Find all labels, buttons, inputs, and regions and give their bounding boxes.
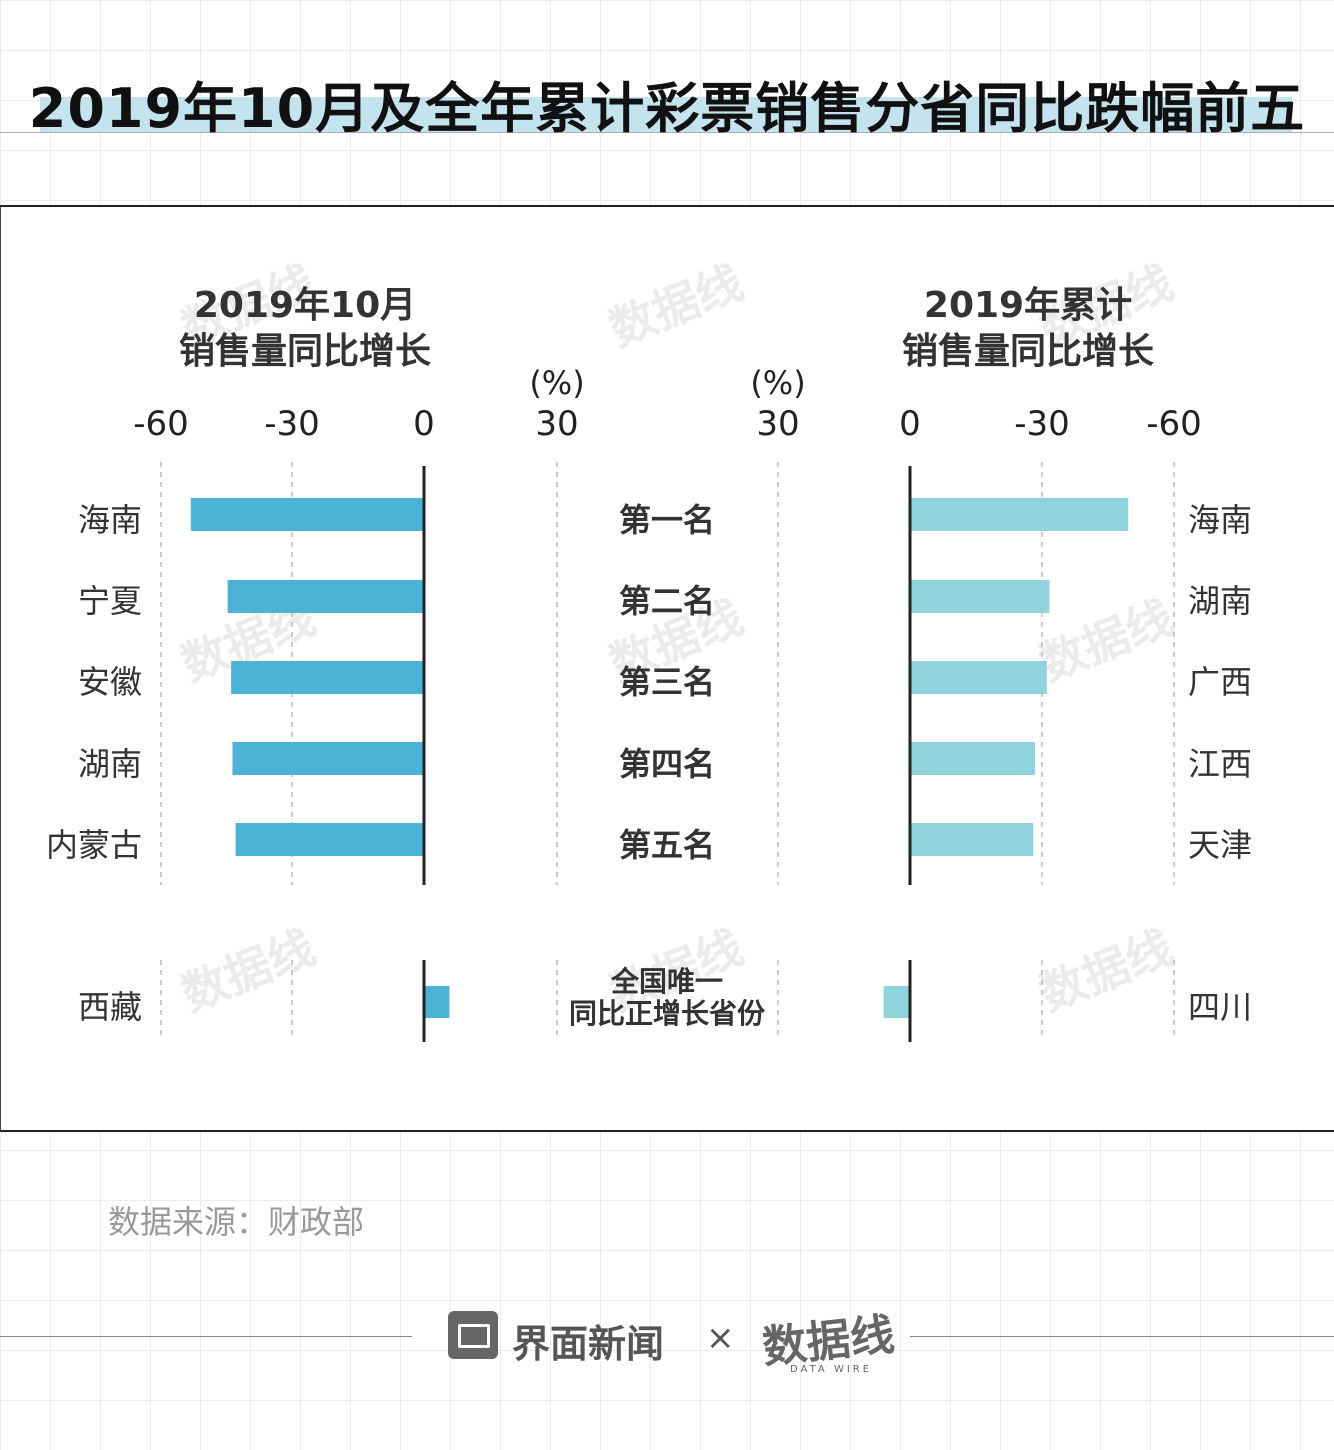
left-tick-label: 0	[413, 404, 435, 444]
left-tick-label: -30	[264, 404, 320, 444]
right-extra-category-label: 四川	[1188, 988, 1253, 1026]
right-tick-label: 30	[756, 404, 800, 444]
rank-label: 第三名	[618, 663, 715, 701]
left-extra-bar	[424, 986, 450, 1018]
data-source: 数据来源：财政部	[108, 1203, 365, 1241]
left-category-label: 宁夏	[77, 582, 142, 620]
right-tick-label: -30	[1014, 404, 1070, 444]
rank-label: 第二名	[618, 582, 715, 620]
left-bar	[190, 498, 424, 531]
left-chart-title-line2: 销售量同比增长	[178, 331, 431, 372]
right-category-label: 江西	[1188, 745, 1253, 783]
right-tick-label: 0	[899, 404, 921, 444]
chart-panel	[0, 205, 1334, 1132]
left-tick-label: 30	[535, 404, 579, 444]
left-chart-title: 2019年10月 销售量同比增长	[145, 283, 465, 375]
right-bar	[910, 742, 1035, 775]
brand-separator: ×	[706, 1318, 735, 1358]
special-label-line2: 同比正增长省份	[568, 997, 765, 1030]
special-label: 全国唯一 同比正增长省份	[537, 966, 797, 1030]
rank-label: 第一名	[618, 501, 715, 539]
left-chart-title-line1: 2019年10月	[193, 285, 417, 326]
brand-datawire-sub: DATA WIRE	[790, 1364, 873, 1375]
title-highlight-band	[40, 97, 1292, 133]
right-extra-bar	[883, 986, 910, 1018]
right-category-label: 广西	[1188, 663, 1253, 701]
right-bar	[910, 661, 1047, 694]
right-chart-title: 2019年累计 销售量同比增长	[868, 283, 1188, 375]
left-category-label: 内蒙古	[45, 826, 142, 864]
left-category-label: 海南	[77, 501, 142, 539]
right-category-label: 天津	[1188, 826, 1253, 864]
left-category-label: 安徽	[77, 663, 142, 701]
left-bar	[232, 742, 424, 775]
special-label-line1: 全国唯一	[610, 965, 723, 998]
left-axis-unit: (%)	[529, 364, 585, 402]
right-bar	[910, 823, 1034, 856]
right-tick-label: -60	[1146, 404, 1202, 444]
left-extra-category-label: 西藏	[77, 988, 142, 1026]
right-axis-unit: (%)	[750, 364, 806, 402]
left-bar	[235, 823, 424, 856]
left-bar	[227, 580, 424, 613]
right-category-label: 湖南	[1188, 582, 1253, 620]
right-bar	[910, 580, 1050, 613]
title-underline	[0, 132, 1334, 133]
right-chart-title-line1: 2019年累计	[923, 285, 1133, 326]
brand-jiemian: 界面新闻	[512, 1322, 665, 1366]
page-title: 2019年10月及全年累计彩票销售分省同比跌幅前五	[28, 77, 1306, 140]
rank-label: 第五名	[618, 826, 715, 864]
jiemian-logo-icon	[448, 1311, 498, 1359]
right-category-label: 海南	[1188, 501, 1253, 539]
footer-divider-left	[0, 1336, 412, 1337]
right-chart-title-line2: 销售量同比增长	[901, 331, 1154, 372]
right-bar	[910, 498, 1129, 531]
rank-label: 第四名	[618, 745, 715, 783]
left-tick-label: -60	[133, 404, 189, 444]
left-category-label: 湖南	[77, 745, 142, 783]
footer-divider-right	[910, 1336, 1334, 1337]
left-bar	[231, 661, 424, 694]
